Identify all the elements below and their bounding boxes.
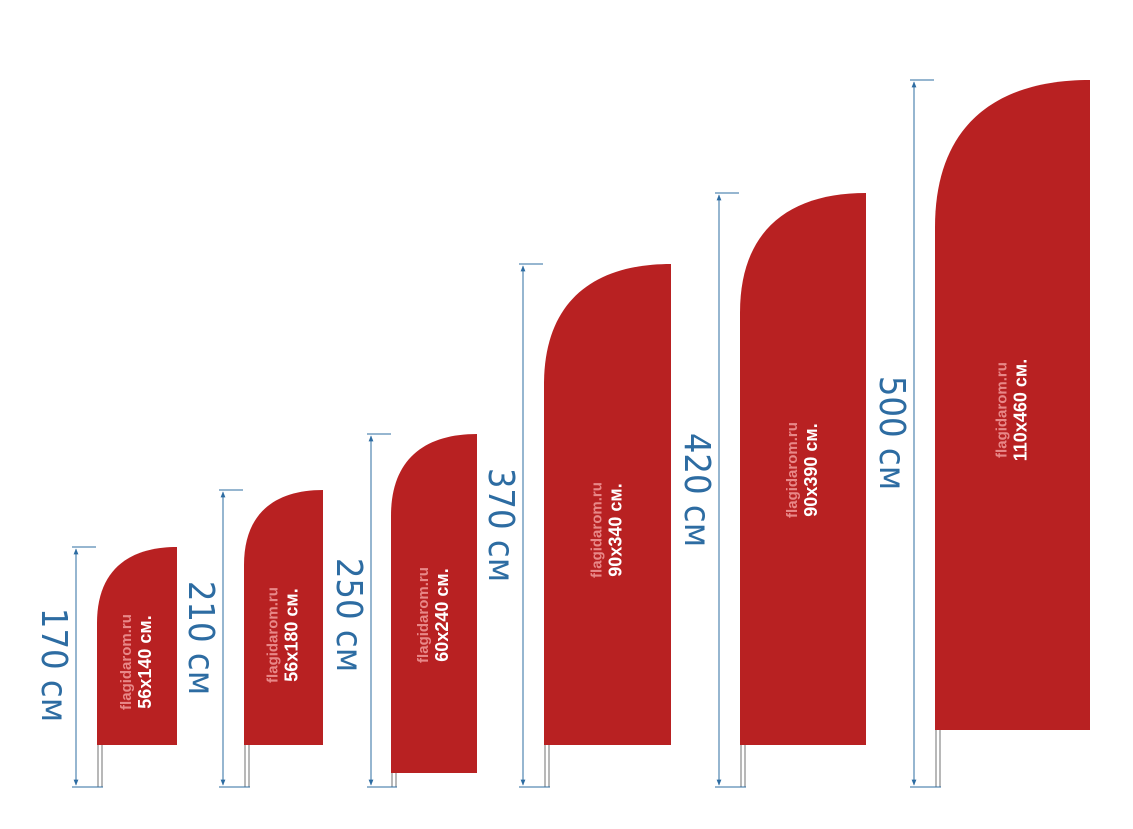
height-label: 500 см	[871, 376, 912, 490]
flag-size: 60x240 см.	[432, 568, 452, 661]
flag-group: 370 см flagidarom.ru 90x340 см.	[480, 263, 671, 788]
height-label: 170 см	[33, 608, 74, 722]
height-label: 250 см	[328, 558, 369, 672]
flag	[544, 264, 671, 745]
flag-size: 110x460 см.	[1010, 359, 1030, 461]
watermark: flagidarom.ru	[264, 587, 281, 683]
height-label: 210 см	[180, 581, 221, 695]
watermark: flagidarom.ru	[415, 567, 432, 663]
height-label: 420 см	[676, 433, 717, 547]
flag	[740, 193, 866, 745]
flag-group: 170 см flagidarom.ru 56x140 см.	[33, 546, 177, 788]
flag	[97, 547, 177, 745]
watermark: flagidarom.ru	[588, 482, 605, 578]
flag-size: 90x390 см.	[801, 423, 821, 516]
watermark: flagidarom.ru	[118, 614, 135, 710]
flag	[391, 434, 477, 773]
flag-group: 250 см flagidarom.ru 60x240 см.	[328, 433, 477, 788]
height-label: 370 см	[480, 468, 521, 582]
watermark: flagidarom.ru	[784, 422, 801, 518]
flag-group: 420 см flagidarom.ru 90x390 см.	[676, 192, 866, 788]
flag	[244, 490, 323, 745]
flag-size: 56x180 см.	[281, 588, 301, 681]
flag-group: 210 см flagidarom.ru 56x180 см.	[180, 489, 323, 788]
flag	[935, 80, 1090, 730]
flag-size: 56x140 см.	[135, 615, 155, 708]
flag-size: 90x340 см.	[605, 483, 625, 576]
watermark: flagidarom.ru	[993, 362, 1010, 458]
flag-group: 500 см flagidarom.ru 110x460 см.	[871, 79, 1090, 788]
